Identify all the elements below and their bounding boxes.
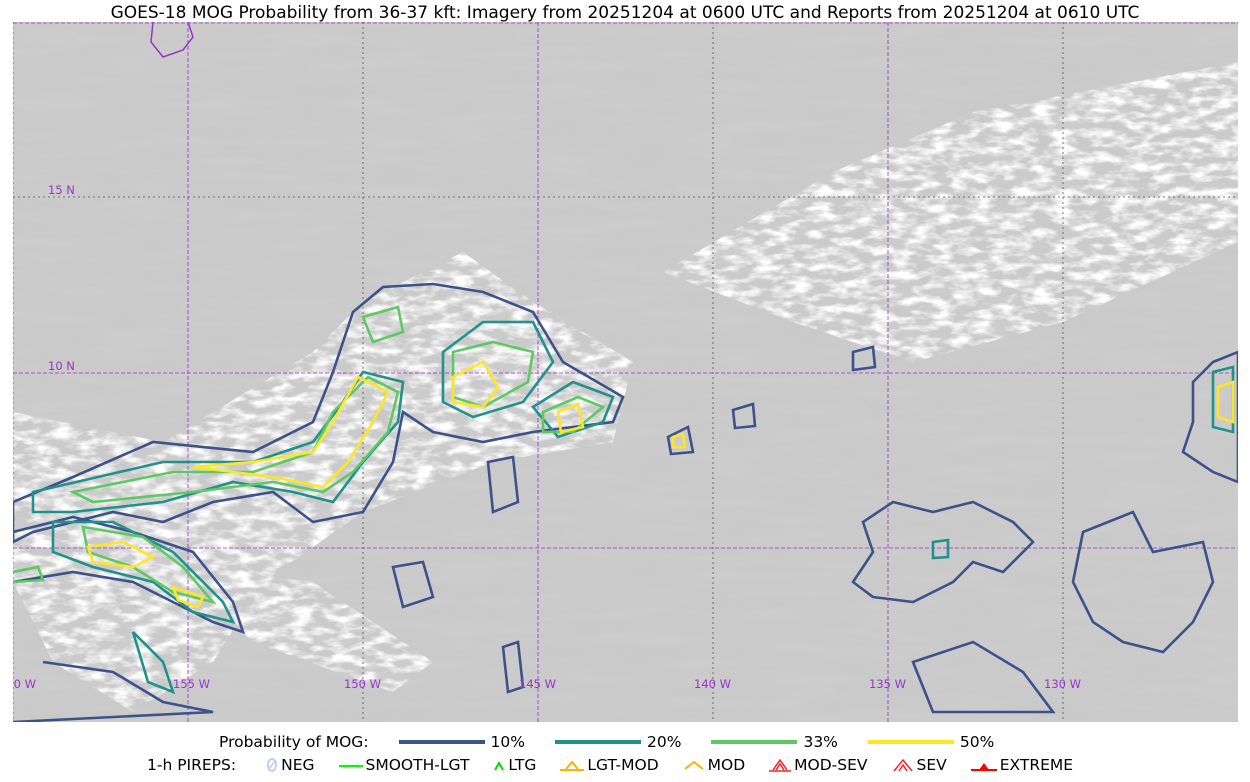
probability-legend: Probability of MOG: 10% 20% 33% 50% [0, 733, 1250, 751]
lon-label-155w: 155 W [173, 677, 210, 691]
gridlines [13, 22, 1238, 722]
pirep-ltg: LTG [493, 756, 536, 774]
ltg-icon [494, 760, 505, 771]
smooth-lgt-icon [338, 765, 363, 767]
legend-label-50: 50% [959, 733, 995, 751]
legend-swatch-50 [867, 740, 954, 744]
latitude-labels: 15 N 10 N [48, 183, 75, 373]
pireps-legend: 1-h PIREPS: NEG SMOOTH-LGT LTG LGT-MOD M… [0, 756, 1250, 774]
lon-label-160w: 160 W [13, 677, 36, 691]
lon-label-150w: 150 W [344, 677, 381, 691]
lon-label-140w: 140 W [694, 677, 731, 691]
lat-label-15n: 15 N [48, 183, 75, 197]
pirep-lgt-mod: LGT-MOD [560, 756, 659, 774]
neg-icon [267, 758, 278, 772]
mod-icon [684, 760, 704, 770]
mog-contours [13, 282, 1238, 722]
map-title: GOES-18 MOG Probability from 36-37 kft: … [110, 3, 1140, 23]
legend-label-33: 33% [803, 733, 838, 751]
lgt-mod-icon [560, 760, 585, 771]
lat-label-10n: 10 N [48, 359, 75, 373]
satellite-map: 160 W 155 W 150 W 145 W 140 W 135 W 130 … [13, 22, 1238, 722]
pirep-smooth-lgt: SMOOTH-LGT [338, 756, 469, 774]
coastline-hawaii [150, 22, 194, 58]
legend-swatch-33 [711, 740, 798, 744]
pirep-mod-sev: MOD-SEV [769, 756, 868, 774]
legend-label-10: 10% [490, 733, 525, 751]
legend-label-20: 20% [647, 733, 682, 751]
probability-legend-label: Probability of MOG: [219, 733, 369, 751]
legend-swatch-20 [555, 740, 641, 744]
pireps-legend-label: 1-h PIREPS: [147, 756, 237, 774]
sev-icon [892, 758, 913, 772]
mod-sev-icon [769, 758, 792, 772]
lon-label-130w: 130 W [1044, 677, 1081, 691]
legend-swatch-10 [398, 740, 485, 744]
cloud-regions [13, 62, 1238, 712]
pirep-extreme: EXTREME [970, 756, 1073, 774]
pirep-sev: SEV [892, 756, 947, 774]
extreme-icon [970, 763, 997, 771]
lon-label-145w: 145 W [519, 677, 556, 691]
lon-label-135w: 135 W [869, 677, 906, 691]
longitude-labels: 160 W 155 W 150 W 145 W 140 W 135 W 130 … [13, 677, 1081, 691]
pirep-neg: NEG [266, 756, 315, 774]
pirep-mod: MOD [683, 756, 745, 774]
